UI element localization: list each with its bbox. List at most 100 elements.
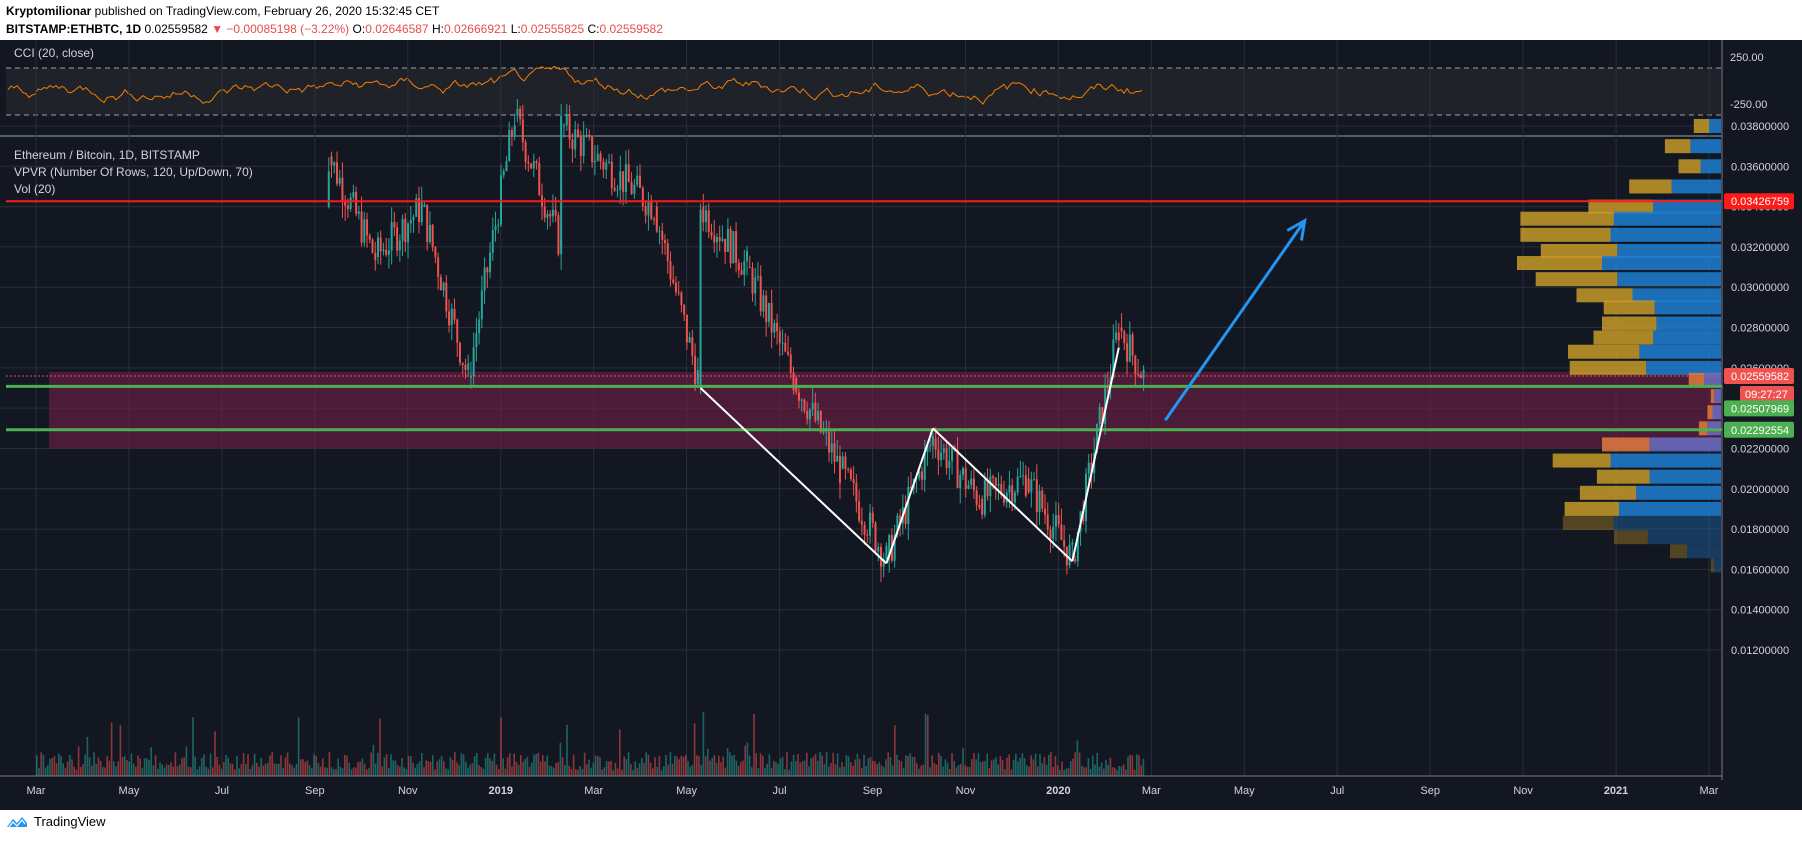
volume-bar [729, 752, 731, 776]
volume-bar [1129, 754, 1131, 776]
candle-body [1074, 559, 1077, 562]
volume-bar [797, 754, 799, 776]
candle-body [560, 115, 563, 179]
volume-bar [575, 769, 577, 776]
candle-body [972, 478, 975, 491]
tradingview-logo-icon[interactable] [6, 815, 28, 829]
volume-bar [1021, 753, 1024, 776]
time-axis[interactable]: Mar May Jul Sep Nov 2019 Mar May Jul Sep Nov 2020 Ma… [27, 785, 1719, 797]
chart-canvas[interactable]: CCI (20, close) 250.00 -250.00 Ethereum … [0, 40, 1802, 810]
time-tick: 2019 [488, 785, 512, 797]
volume-bar [682, 756, 685, 776]
candle-body [423, 204, 426, 207]
candle-body [650, 200, 653, 220]
volume-bar [1041, 763, 1043, 776]
candle-body [754, 277, 757, 294]
volume-bar [423, 767, 425, 776]
volume-bar [777, 763, 779, 776]
volume-bar [282, 767, 284, 776]
volume-bar [146, 758, 148, 776]
volume-bar [1131, 755, 1134, 776]
volume-bar [579, 766, 581, 776]
volume-bar [196, 769, 199, 776]
volume-bar [883, 767, 885, 776]
volume-bar [927, 715, 929, 776]
candle-body [521, 119, 524, 143]
candle-body [516, 108, 519, 116]
candle-body [978, 504, 981, 508]
candle-body [885, 545, 888, 560]
vpvr-row-up [1569, 360, 1647, 375]
candle-body [961, 468, 964, 476]
candle-body [920, 471, 923, 480]
volume-bar [97, 757, 100, 776]
w-pattern-lines[interactable] [699, 347, 1120, 565]
volume-bar [130, 753, 133, 776]
candle-body [467, 363, 470, 371]
volume-bar [513, 753, 515, 776]
volume-bar [1048, 754, 1050, 776]
price-tick: 0.01800000 [1731, 524, 1789, 536]
volume-bar [711, 757, 713, 776]
candle-body [683, 305, 686, 315]
candle-body [593, 160, 596, 163]
candle-body [431, 224, 434, 248]
candle-body [975, 490, 978, 505]
candle-body [833, 443, 836, 462]
volume-bar [568, 765, 570, 776]
price-tick: 0.03200000 [1731, 242, 1789, 254]
volume-bar [735, 760, 738, 776]
volume-bar [676, 756, 678, 776]
candle-body [806, 410, 809, 420]
candle-body [726, 228, 729, 252]
volume-bar [654, 757, 656, 776]
candle-body [800, 399, 803, 401]
volume-bar [416, 763, 419, 776]
volume-bar [326, 767, 328, 776]
candle-body [1115, 332, 1118, 340]
candle-body [448, 311, 451, 326]
volume-bar [218, 764, 221, 776]
candle-body [674, 282, 677, 293]
pattern-line[interactable] [1071, 347, 1120, 562]
vpvr-row-up [1602, 437, 1650, 452]
volume-bar [366, 769, 368, 776]
pattern-line[interactable] [885, 427, 934, 564]
volume-bar [91, 765, 93, 776]
target-arrow[interactable] [1164, 217, 1307, 422]
candle-body [923, 452, 926, 480]
volume-bar [1004, 769, 1006, 776]
volume-bar [1138, 755, 1140, 776]
volume-bar [414, 767, 416, 776]
candle-body [407, 223, 410, 243]
volume-bar [779, 758, 782, 776]
volume-bar [374, 763, 377, 776]
volume-bar [370, 752, 372, 776]
vpvr-row-down [1632, 288, 1721, 303]
vpvr-row-down [1687, 544, 1721, 559]
volume-bar [665, 754, 667, 776]
vpvr-row-down [1714, 558, 1721, 573]
volume-bar [792, 754, 795, 776]
candle-body [836, 455, 839, 462]
vpvr-row-up [1678, 159, 1701, 174]
volume-bar [658, 755, 661, 776]
author-name[interactable]: Kryptomilionar [6, 4, 92, 18]
volume-bar [612, 769, 614, 776]
volume-bar [223, 762, 225, 776]
candle-body [699, 252, 702, 338]
volume-bar [1039, 754, 1041, 776]
volume-bar [652, 768, 654, 776]
vpvr-row-up [1664, 139, 1691, 154]
volume-bar [286, 752, 289, 776]
candle-body [1087, 462, 1090, 474]
volume-bar [482, 768, 485, 776]
vpvr-row-up [1710, 558, 1715, 573]
volume-bar [69, 755, 71, 776]
tradingview-brand[interactable]: TradingView [34, 814, 106, 829]
volume-bar [933, 762, 936, 776]
pattern-line[interactable] [932, 427, 1074, 563]
pattern-line[interactable] [699, 387, 888, 565]
volume-bar [322, 758, 324, 776]
volume-bar [242, 753, 245, 776]
